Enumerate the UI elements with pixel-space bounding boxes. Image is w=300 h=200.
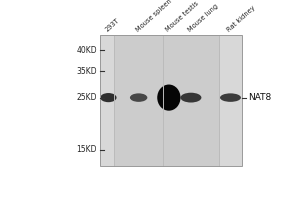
Text: Mouse lung: Mouse lung <box>187 3 219 33</box>
Text: Mouse spleen: Mouse spleen <box>135 0 172 33</box>
Text: 15KD: 15KD <box>76 145 97 154</box>
Ellipse shape <box>157 85 181 111</box>
Text: Mouse testis: Mouse testis <box>165 1 200 33</box>
Ellipse shape <box>220 93 241 102</box>
Text: 293T: 293T <box>104 18 121 33</box>
Ellipse shape <box>100 93 116 102</box>
Bar <box>219 35 242 166</box>
Text: 40KD: 40KD <box>76 46 97 55</box>
Text: Rat kidney: Rat kidney <box>226 5 257 33</box>
Bar <box>100 35 114 166</box>
Text: 25KD: 25KD <box>76 93 97 102</box>
Bar <box>100 35 242 166</box>
Ellipse shape <box>181 93 201 103</box>
Ellipse shape <box>130 93 147 102</box>
Text: NAT8: NAT8 <box>248 93 271 102</box>
Bar <box>100 35 242 166</box>
Text: 35KD: 35KD <box>76 67 97 76</box>
